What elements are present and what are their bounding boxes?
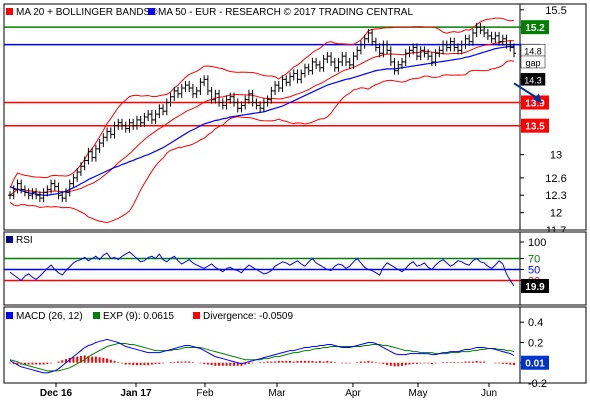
- macd-line: [9, 338, 515, 374]
- macd-legend-label: Divergence: -0.0509: [203, 311, 293, 322]
- target-arrow-line: [513, 82, 539, 100]
- month-axis: Dec 16 Jan 17 Feb Mar Apr May Jun: [40, 383, 497, 399]
- bollinger-upper-line: [9, 17, 515, 189]
- month-label: Mar: [268, 388, 286, 399]
- price-tag-box: [520, 55, 546, 69]
- rsi-legend-label: RSI: [16, 235, 33, 246]
- price-tag-label: 14.8: [524, 46, 542, 56]
- price-tick-label: 12.3: [545, 190, 566, 202]
- price-axis-frame: [519, 3, 587, 231]
- month-label: Feb: [196, 388, 214, 399]
- level-tag-box: [521, 20, 549, 35]
- month-label: Jan 17: [120, 388, 152, 399]
- month-label: Jun: [481, 388, 497, 399]
- ma50-line: [9, 45, 514, 196]
- bollinger-lower-line: [9, 60, 515, 224]
- signal-line: [9, 342, 515, 372]
- legend-label: MA 20 + BOLLINGER BANDS®: [16, 7, 158, 18]
- month-label: Apr: [345, 388, 361, 399]
- rsi-tick-label: 100: [528, 237, 546, 249]
- level-tag-box: [521, 95, 549, 110]
- macd-tick-label: 0.4: [528, 317, 543, 329]
- month-label: May: [409, 388, 428, 399]
- rsi-last-tag-box: [521, 279, 549, 293]
- macd-panel: 0.4 0.2 -0.2 0.01 MACD (26, 12) EXP (9): 0.06…: [3, 306, 587, 390]
- price-tick-label: 12: [550, 208, 562, 220]
- level-tag-label: 15.2: [525, 23, 545, 34]
- rsi-line: [9, 251, 515, 287]
- legend-swatch: [6, 8, 13, 15]
- target-arrow-head: [533, 93, 542, 104]
- rsi-plot-frame: [3, 231, 521, 306]
- level-tag-label: 13.9: [525, 99, 545, 110]
- month-label: Dec 16: [40, 388, 73, 399]
- macd-last-tag-label: 0.01: [525, 359, 545, 370]
- macd-tick-label: 0.2: [528, 337, 543, 349]
- macd-legend-swatch: [193, 312, 200, 319]
- rsi-tick-label: 50: [528, 265, 540, 277]
- level-tag-label: 13.5: [525, 122, 545, 133]
- level-tag-box: [521, 118, 549, 133]
- macd-legend-label: EXP (9): 0.0615: [103, 311, 174, 322]
- macd-legend-swatch: [6, 312, 13, 319]
- legend-label: MA 50 - EUR - RESEARCH © 2017 TRADING CE…: [158, 7, 413, 18]
- price-tick-label: 15.5: [545, 5, 566, 17]
- rsi-tick-label: 70: [528, 254, 540, 266]
- macd-legend-label: MACD (26, 12): [16, 311, 83, 322]
- rsi-last-tag-label: 19.9: [525, 282, 545, 293]
- rsi-legend-swatch: [6, 236, 13, 243]
- price-tick-label: 13: [550, 150, 562, 162]
- macd-axis-frame: [519, 306, 587, 384]
- price-tag-label: gap: [525, 58, 540, 68]
- macd-legend-swatch: [93, 312, 100, 319]
- price-tag-label: 14.3: [524, 75, 542, 85]
- price-panel: 15.51312.612.31211.715.213.913.514.8gap1…: [3, 3, 587, 237]
- macd-last-tag-box: [521, 355, 549, 370]
- price-plot-frame: [3, 3, 521, 231]
- legend-swatch: [148, 8, 155, 15]
- macd-tick-label: -0.2: [528, 378, 547, 390]
- price-tick-label: 12.6: [545, 173, 566, 185]
- ma20-line: [9, 40, 515, 196]
- price-tag-box: [520, 73, 546, 86]
